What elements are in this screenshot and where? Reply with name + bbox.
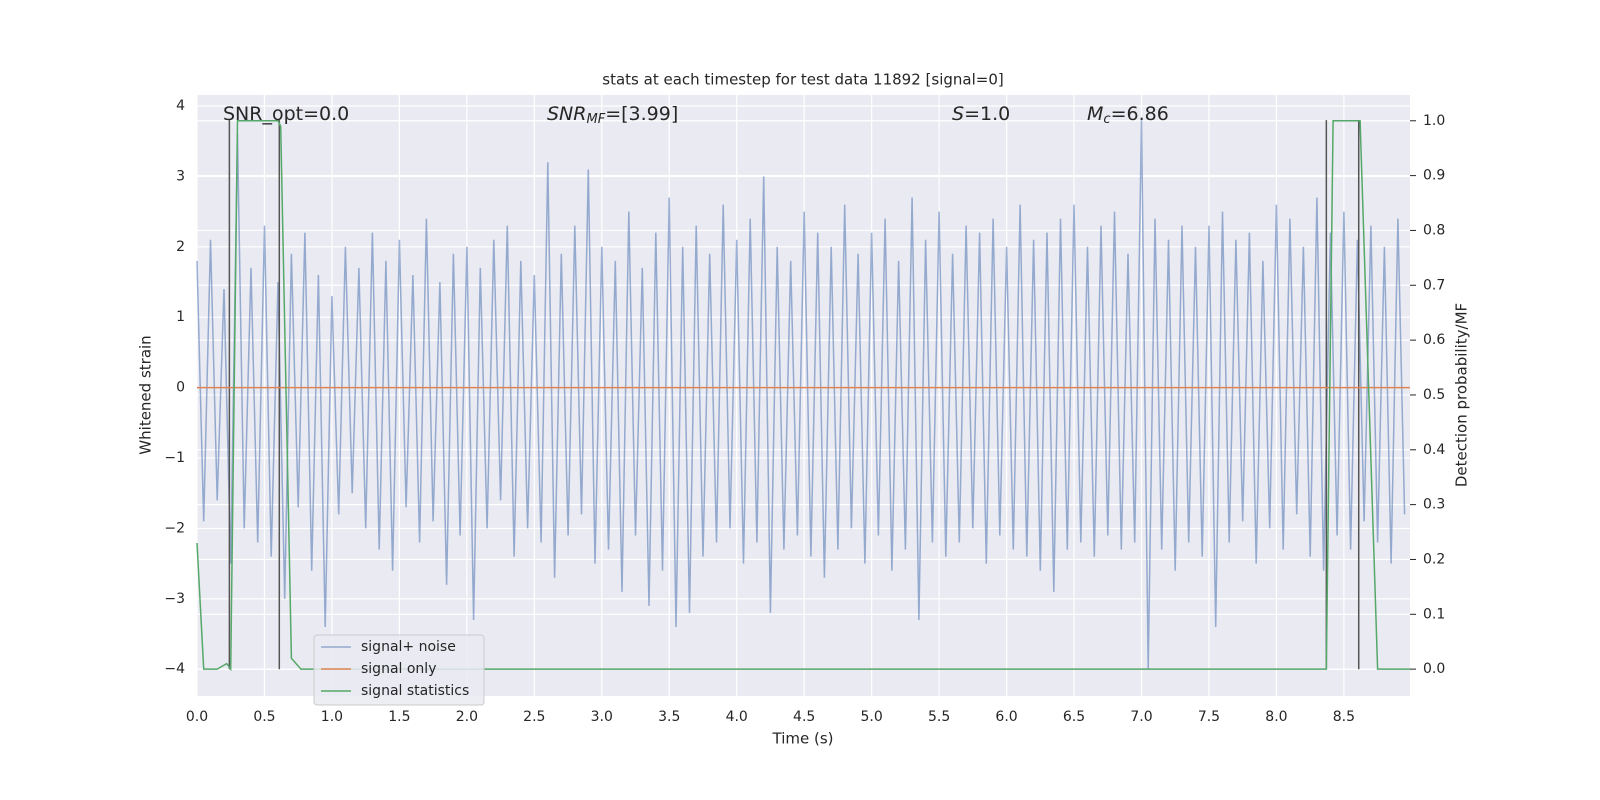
y2-tick-label: 0.6 <box>1423 332 1445 348</box>
annotation-text: S <box>952 103 964 125</box>
y-tick-label: 3 <box>176 168 185 184</box>
annotation-sub: MF <box>586 112 605 127</box>
legend-label: signal statistics <box>361 683 469 699</box>
annotation: SNRMF=[3.99] <box>547 103 678 127</box>
x-tick-label: 7.0 <box>1130 709 1152 725</box>
y2-tick-label: 0.8 <box>1423 222 1445 238</box>
annotation-text: SNR <box>547 103 586 125</box>
legend-box <box>313 634 485 706</box>
x-tick-label: 5.5 <box>928 709 950 725</box>
y-tick-label: −2 <box>164 520 185 536</box>
series-line <box>196 120 1406 670</box>
annotation-sub: c <box>1103 112 1110 127</box>
marks <box>196 120 1410 672</box>
y-tick-label: −4 <box>164 661 185 677</box>
y2-tick-label: 1.0 <box>1423 113 1445 129</box>
x-tick-label: 4.5 <box>793 709 815 725</box>
x-tick-label: 1.0 <box>321 709 343 725</box>
annotation: S=1.0 <box>952 103 1010 125</box>
x-tick-label: 8.0 <box>1265 709 1287 725</box>
x-axis-label: Time (s) <box>772 730 834 748</box>
x-tick-label: 5.0 <box>861 709 883 725</box>
x-tick-label: 2.5 <box>523 709 545 725</box>
y-tick-label: −1 <box>164 450 185 466</box>
annotation: SNR_opt=0.0 <box>223 103 349 125</box>
x-tick-label: 4.0 <box>726 709 748 725</box>
y-tick-label: 4 <box>176 98 185 114</box>
legend: signal+ noise signal only signal statistic… <box>313 634 485 706</box>
x-tick-label: 8.5 <box>1333 709 1355 725</box>
x-tick-label: 3.5 <box>658 709 680 725</box>
annotation-text: SNR_opt=0.0 <box>223 103 349 125</box>
x-tick-label: 7.5 <box>1198 709 1220 725</box>
y-axis-label: Whitened strain <box>137 335 155 454</box>
x-tick-label: 0.5 <box>253 709 275 725</box>
x-tick-label: 6.5 <box>1063 709 1085 725</box>
annotation: Mc=6.86 <box>1087 103 1169 127</box>
x-tick-label: 6.0 <box>995 709 1017 725</box>
annotation-tail: =6.86 <box>1111 103 1169 125</box>
y-tick-label: −3 <box>164 591 185 607</box>
y-tick-label: 1 <box>176 309 185 325</box>
y2-tick-label: 0.2 <box>1423 551 1445 567</box>
x-tick-label: 0.0 <box>186 709 208 725</box>
x-tick-label: 2.0 <box>456 709 478 725</box>
y2-tick-label: 0.7 <box>1423 277 1445 293</box>
x-tick-label: 1.5 <box>388 709 410 725</box>
annotation-tail: =[3.99] <box>605 103 678 125</box>
chart-title: stats at each timestep for test data 118… <box>602 71 1003 89</box>
annotation-text: M <box>1087 103 1103 125</box>
legend-label: signal+ noise <box>361 639 456 655</box>
y2-tick-label: 0.3 <box>1423 497 1445 513</box>
y2-tick-label: 0.0 <box>1423 661 1445 677</box>
y-tick-label: 0 <box>176 380 185 396</box>
y2-tick-label: 0.4 <box>1423 442 1445 458</box>
y2-tick-label: 0.9 <box>1423 168 1445 184</box>
y2-tick-label: 0.1 <box>1423 606 1445 622</box>
x-tick-label: 3.0 <box>591 709 613 725</box>
series-line <box>196 120 1410 672</box>
y2-tick-label: 0.5 <box>1423 387 1445 403</box>
y2-axis-label: Detection probability/MF <box>1453 303 1471 487</box>
legend-label: signal only <box>361 661 436 677</box>
y-tick-label: 2 <box>176 239 185 255</box>
annotation-tail: =1.0 <box>964 103 1010 125</box>
